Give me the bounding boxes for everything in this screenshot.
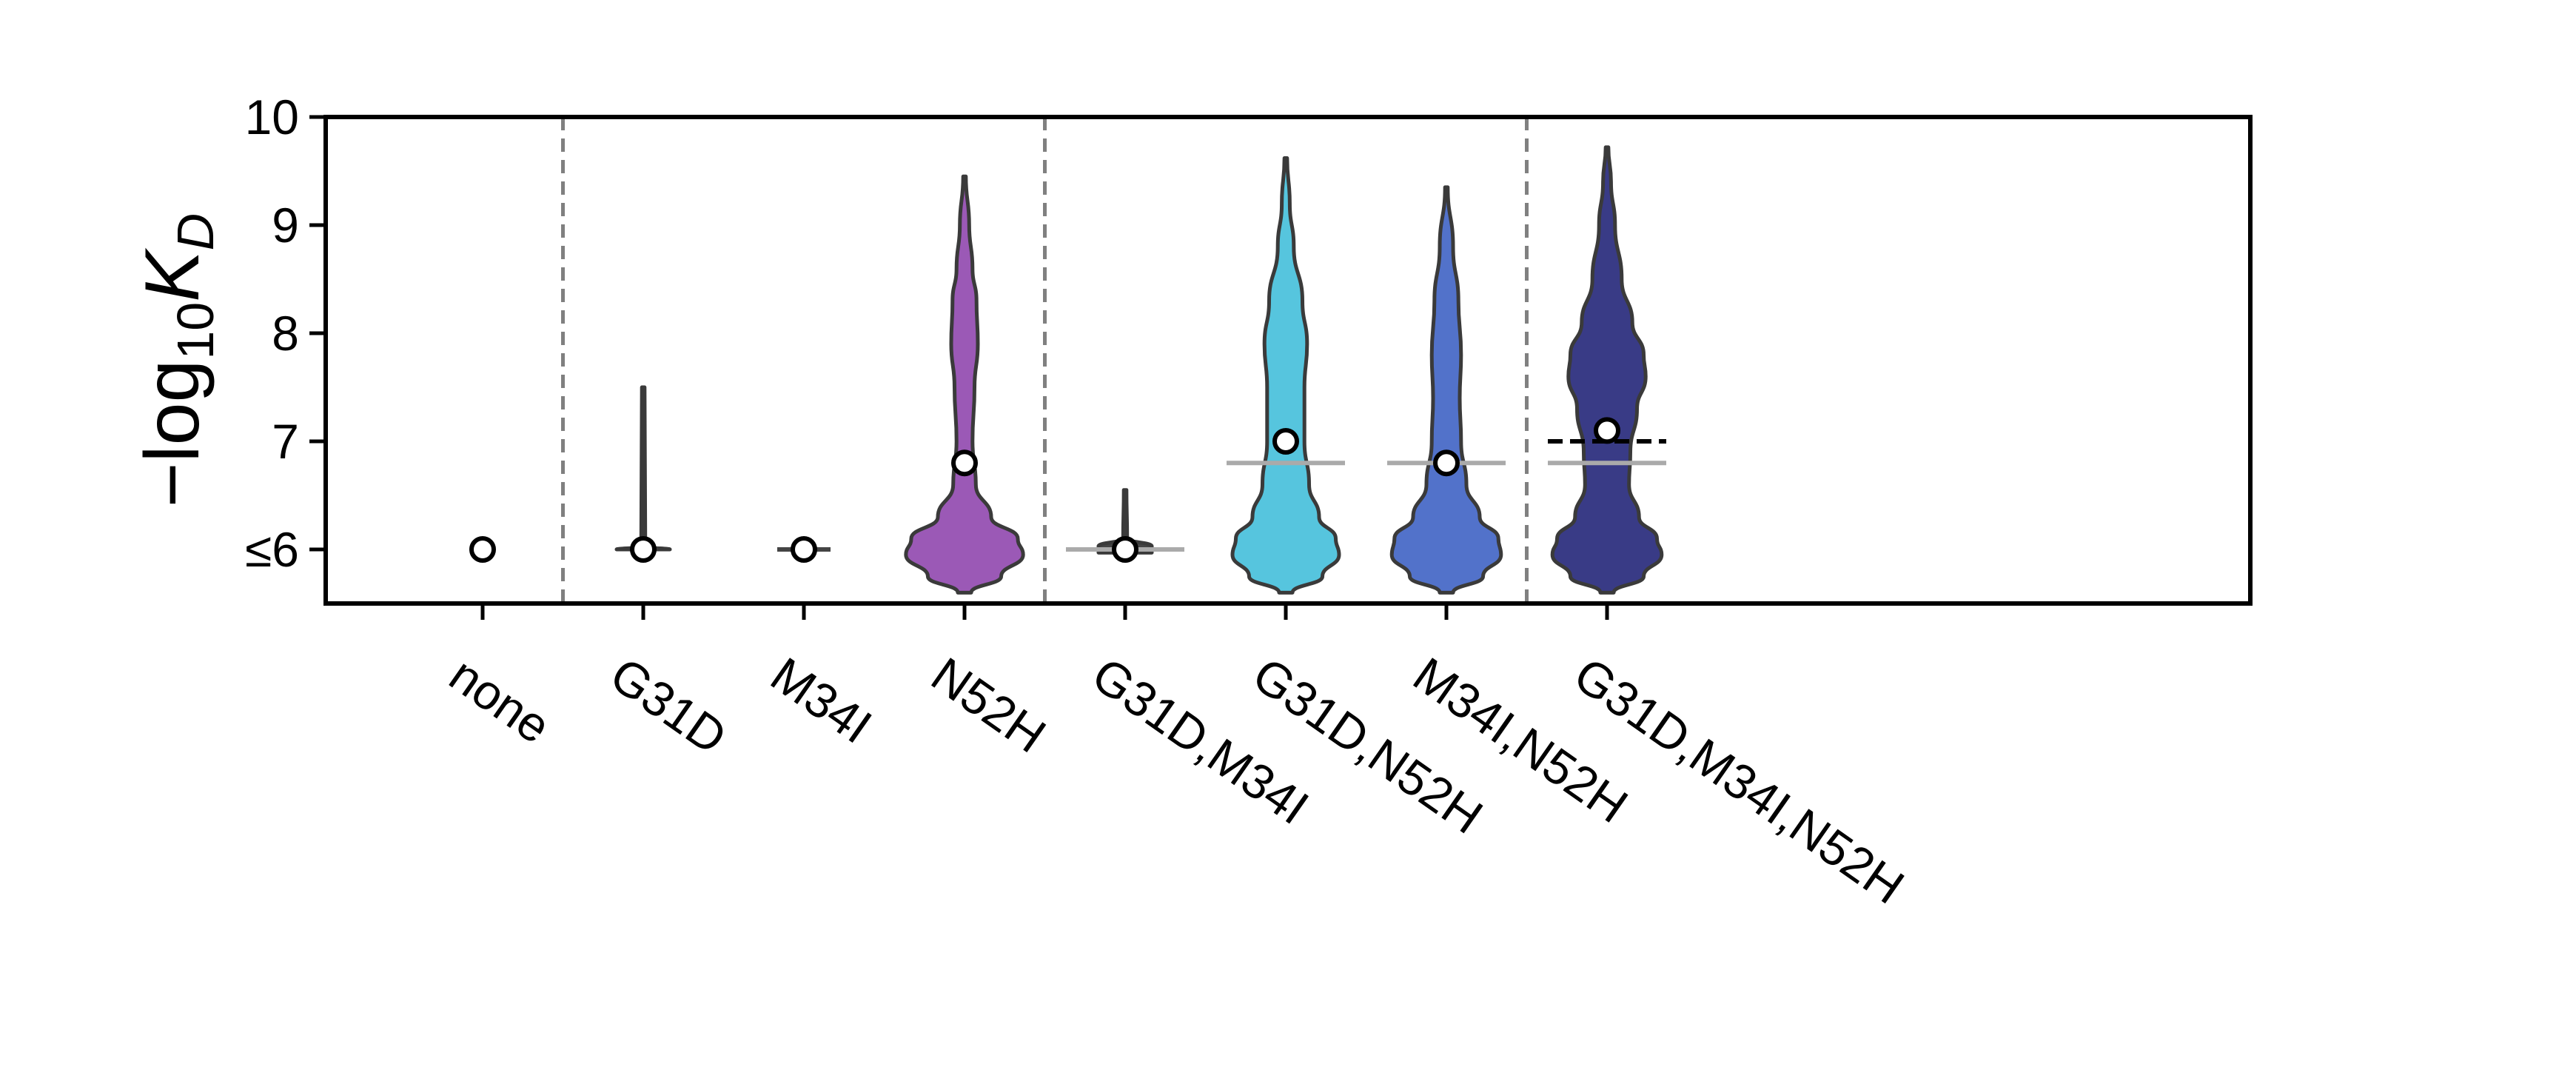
point-n52h [951,449,978,477]
violin-n52h [904,174,1025,595]
violin-m34i-n52h [1389,185,1503,595]
point-m34i [791,536,817,563]
violins-layer [614,145,1664,595]
ylabel-log: −log [130,360,215,508]
plot-frame [323,115,2253,606]
y-axis-label: −log10KD [130,213,224,507]
ylabel-subscript-d: D [167,213,224,251]
y-tick-label-10: 10 [245,90,299,144]
y-axis: ≤6 7 8 9 10 [245,90,326,577]
points-layer [469,417,1620,563]
x-tick-label-none: none [440,646,560,754]
point-g31d-m34i-n52h [1594,417,1620,444]
ylabel-k: K [130,247,215,302]
x-tick-label-m34i: M34I [761,646,882,754]
point-none [469,536,496,563]
y-tick-label-6: ≤6 [245,522,299,577]
x-tick-label-n52h: N52H [922,646,1056,763]
x-axis: none G31D M34I N52H G31D,M34IG31D,N52HM34I,N… [440,603,1914,914]
violin-g31d-m34i-n52h [1550,145,1664,595]
x-tick-label-g31d: G31D [600,646,737,765]
point-g31d-m34i [1112,536,1138,563]
violin-g31d-n52h [1230,156,1341,595]
point-m34i-n52h [1433,449,1460,477]
y-tick-label-9: 9 [272,198,299,253]
point-g31d-n52h [1272,428,1299,455]
point-g31d [630,536,657,563]
ylabel-subscript-10: 10 [167,302,224,360]
y-tick-label-8: 8 [272,306,299,361]
group-separators [561,117,1529,603]
violin-g31d [614,385,672,552]
y-tick-label-7: 7 [272,414,299,469]
